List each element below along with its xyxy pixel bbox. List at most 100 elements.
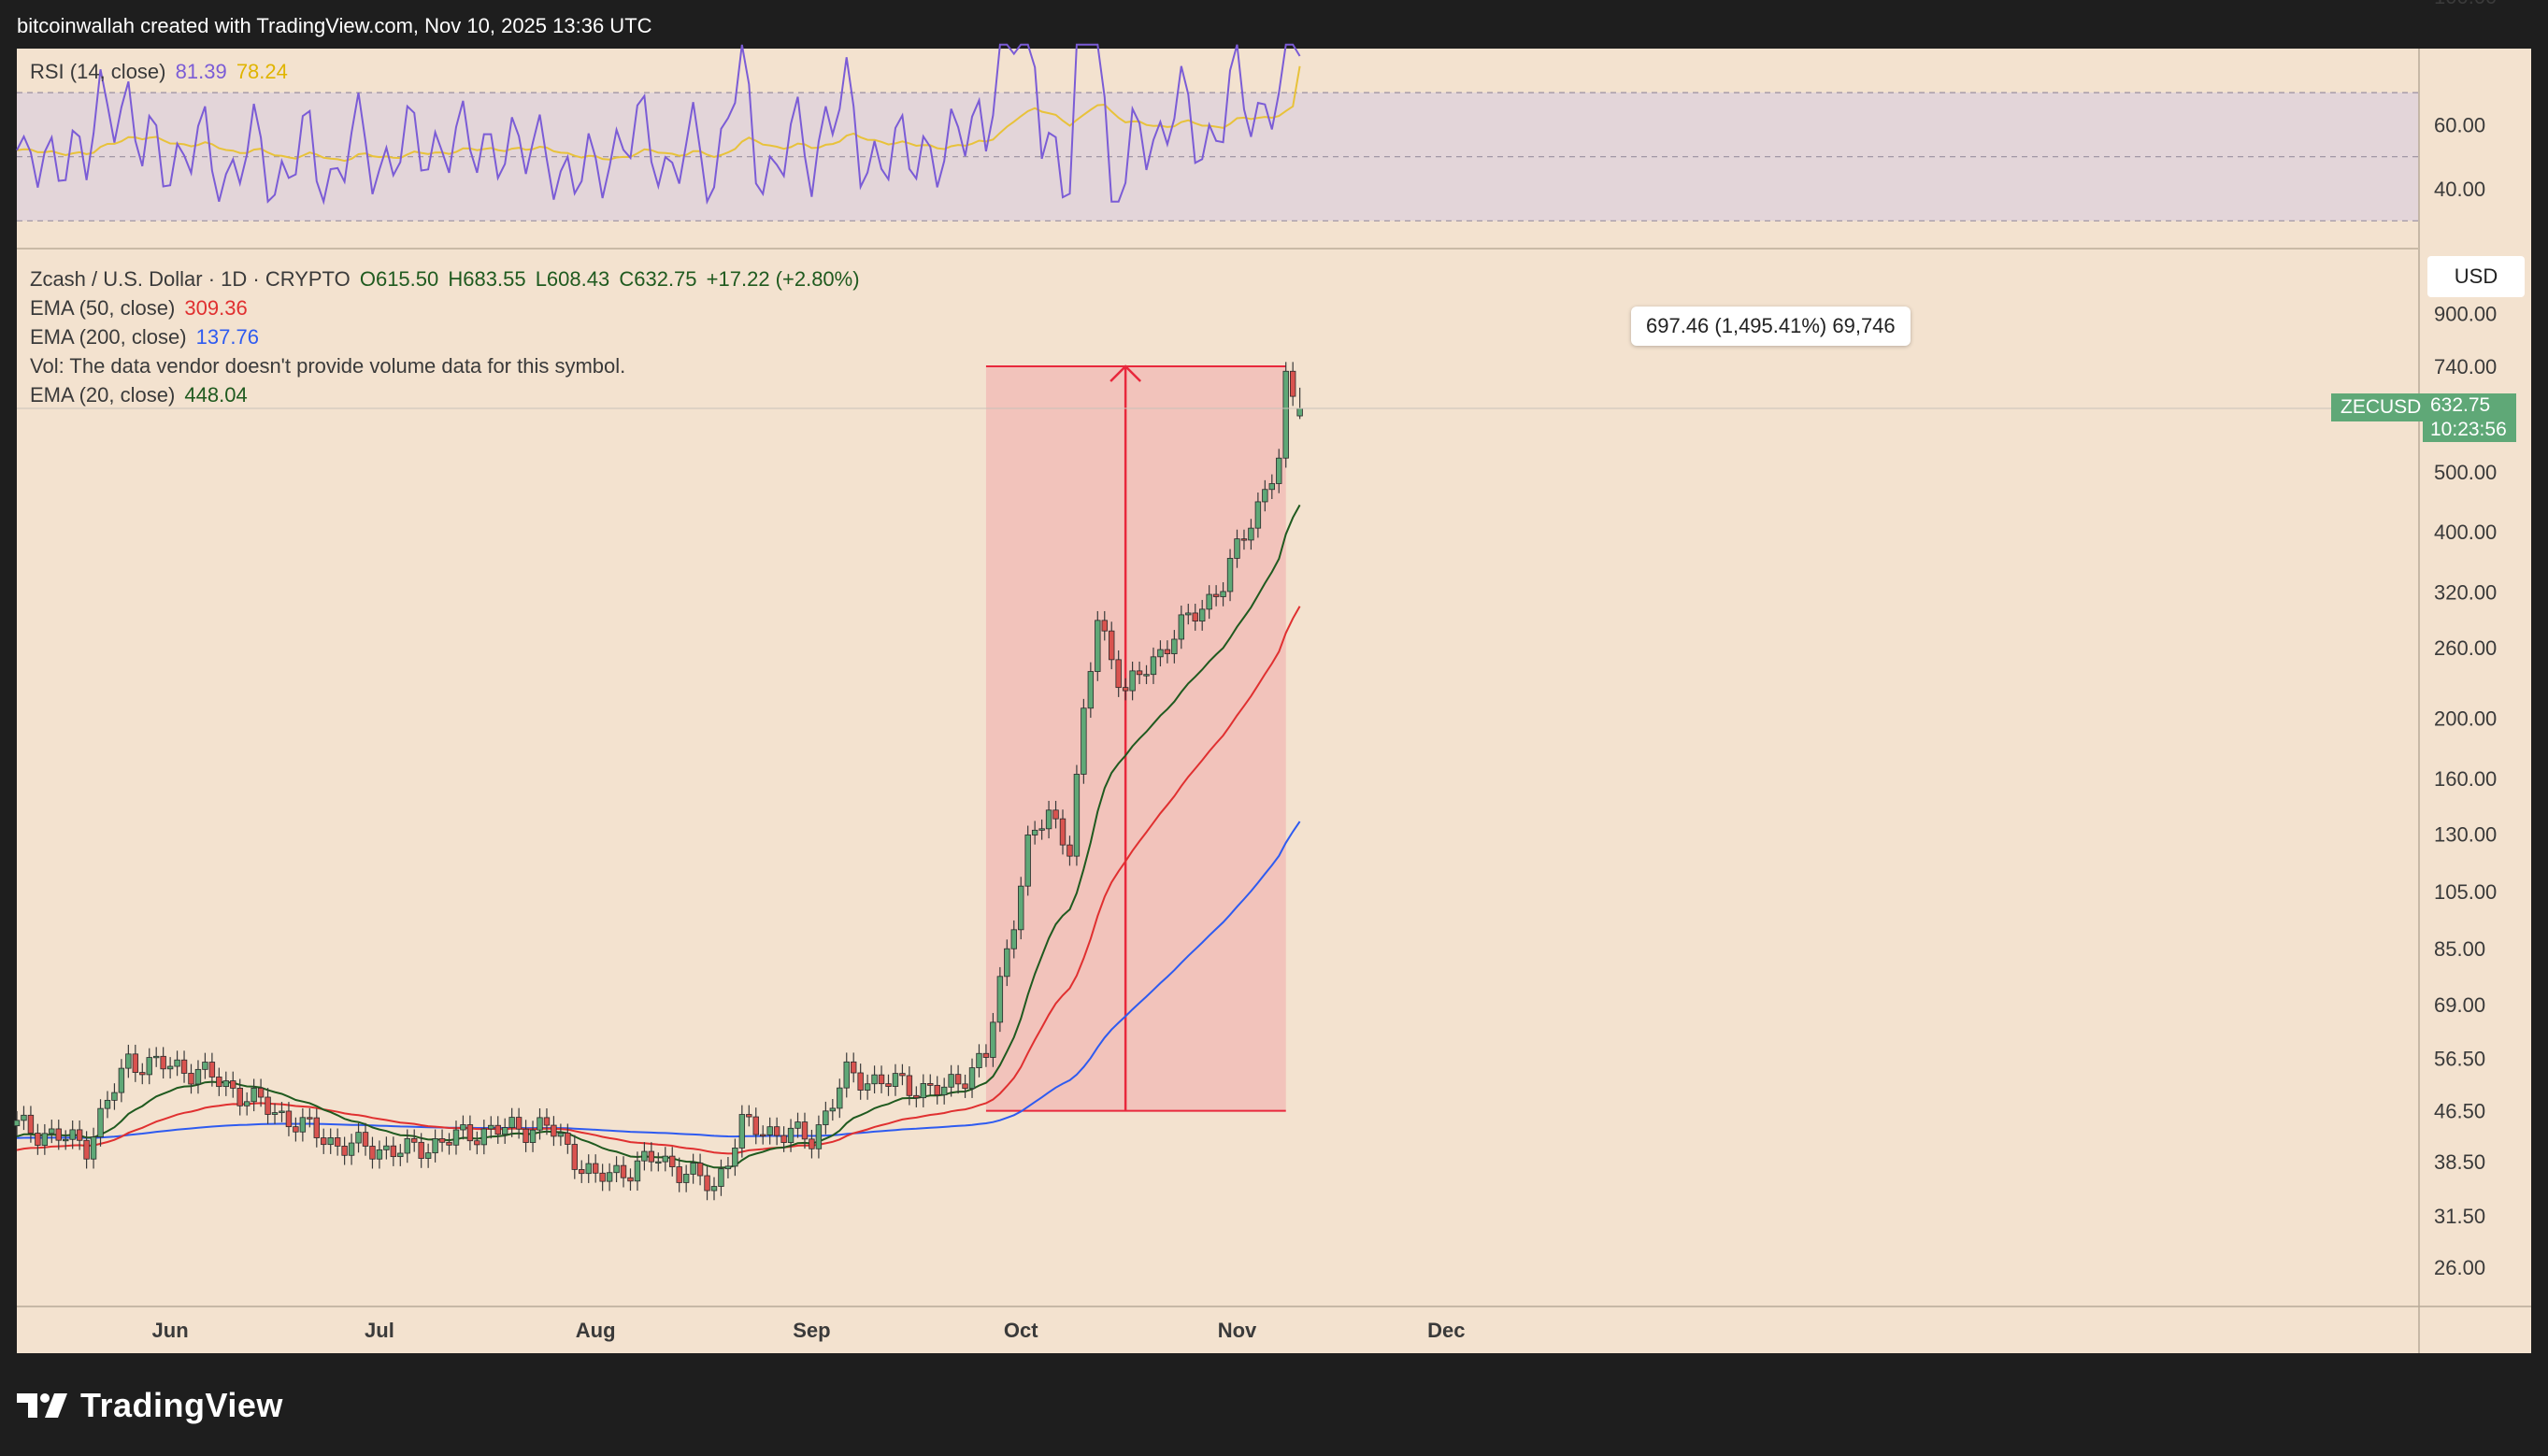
candle-body <box>940 1086 948 1096</box>
candle-body <box>641 1150 648 1162</box>
ohlc-low: L608.43 <box>535 267 610 291</box>
candle-body <box>132 1053 139 1073</box>
candle-body <box>452 1129 460 1146</box>
rsi-ma-value: 78.24 <box>236 60 288 83</box>
candle-body <box>718 1168 724 1187</box>
candle-body <box>724 1165 732 1170</box>
symbol-tag: ZECUSD <box>2331 393 2431 421</box>
price-axis-tick: 320.00 <box>2434 580 2497 604</box>
candle-body <box>188 1073 194 1085</box>
candle-body <box>208 1062 216 1078</box>
rsi-axis-tick: 40.00 <box>2434 178 2485 201</box>
candle-body <box>152 1055 160 1059</box>
candle-body <box>251 1087 257 1103</box>
candles <box>13 362 1303 1201</box>
rsi-pane <box>16 43 2419 221</box>
candle-body <box>35 1133 41 1146</box>
volume-note: Vol: The data vendor doesn't provide vol… <box>30 354 626 378</box>
candle-body <box>606 1172 613 1182</box>
candle-body <box>1024 835 1031 887</box>
ema200-value: 137.76 <box>195 325 259 349</box>
ema50-line <box>16 606 1301 1155</box>
price-tag: 632.75 10:23:56 <box>2423 393 2516 442</box>
candle-body <box>494 1124 501 1135</box>
candle-body <box>585 1163 592 1175</box>
candle-body <box>648 1150 655 1163</box>
tradingview-logo[interactable]: TradingView <box>17 1381 283 1430</box>
candle-body <box>27 1114 35 1134</box>
candle-body <box>83 1139 90 1160</box>
candle-body <box>1073 774 1081 857</box>
price-axis-tick: 160.00 <box>2434 767 2497 791</box>
candle-body <box>662 1155 668 1163</box>
price-axis-tick: 500.00 <box>2434 461 2497 484</box>
price-axis-tick: 26.00 <box>2434 1256 2485 1279</box>
candle-body <box>543 1117 551 1126</box>
candle-body <box>1101 620 1108 632</box>
candle-body <box>383 1145 390 1150</box>
ema20-value: 448.04 <box>184 383 248 407</box>
ema50-row[interactable]: EMA (50, close) 309.36 <box>30 293 864 322</box>
ohlc-open: O615.50 <box>359 267 439 291</box>
candle-body <box>823 1110 829 1125</box>
candle-body <box>1212 593 1220 597</box>
price-axis-tick: 105.00 <box>2434 880 2497 904</box>
candle-body <box>125 1053 132 1069</box>
brand-name: TradingView <box>80 1386 283 1424</box>
candle-body <box>968 1067 976 1090</box>
candle-body <box>1081 707 1087 775</box>
candle-body <box>432 1138 438 1154</box>
rsi-line <box>16 43 1301 206</box>
candle-body <box>801 1121 809 1140</box>
volume-row[interactable]: Vol: The data vendor doesn't provide vol… <box>30 351 864 380</box>
symbol-title[interactable]: Zcash / U.S. Dollar · 1D · CRYPTO <box>30 267 351 291</box>
candle-body <box>411 1137 418 1143</box>
candle-body <box>1254 501 1262 529</box>
ema20-row[interactable]: EMA (20, close) 448.04 <box>30 380 864 409</box>
candle-body <box>843 1061 850 1089</box>
candle-body <box>321 1137 327 1146</box>
time-axis-tick: Sep <box>793 1319 830 1342</box>
candle-body <box>696 1163 704 1177</box>
candle-body <box>655 1161 662 1164</box>
candle-body <box>1296 407 1303 417</box>
candle-body <box>1150 656 1157 676</box>
candle-body <box>864 1083 871 1091</box>
candle-body <box>829 1107 837 1112</box>
candle-body <box>1289 370 1296 397</box>
candle-body <box>216 1077 222 1088</box>
candle-body <box>1276 457 1282 484</box>
candle-body <box>682 1174 690 1183</box>
candle-body <box>990 1021 996 1058</box>
candle-body <box>537 1117 543 1131</box>
measure-label: 697.46 (1,495.41%) 69,746 <box>1631 307 1911 346</box>
candle-body <box>265 1096 271 1115</box>
candle-body <box>976 1052 982 1068</box>
measure-arrow-head <box>1109 364 1142 382</box>
candle-body <box>982 1052 990 1058</box>
candle-body <box>1199 608 1206 622</box>
candle-body <box>118 1067 125 1093</box>
candle-body <box>557 1132 565 1137</box>
candle-body <box>1122 687 1129 692</box>
candle-body <box>885 1083 892 1087</box>
currency-button[interactable]: USD <box>2427 256 2525 297</box>
candle-body <box>1282 370 1289 459</box>
candle-body <box>620 1164 627 1178</box>
ema50-value: 309.36 <box>184 296 248 320</box>
candle-body <box>794 1121 801 1129</box>
candle-body <box>766 1126 773 1135</box>
candle-body <box>1129 670 1136 692</box>
candle-body <box>111 1092 118 1101</box>
time-axis-tick: Jul <box>365 1319 394 1342</box>
ema200-row[interactable]: EMA (200, close) 137.76 <box>30 322 864 351</box>
candle-body <box>899 1073 906 1077</box>
candle-body <box>334 1137 341 1147</box>
candle-body <box>348 1142 355 1156</box>
candle-body <box>49 1128 55 1135</box>
candle-body <box>690 1163 696 1175</box>
price-axis-tick: 56.50 <box>2434 1048 2485 1071</box>
price-axis-tick: 31.50 <box>2434 1205 2485 1228</box>
candle-body <box>341 1146 348 1156</box>
